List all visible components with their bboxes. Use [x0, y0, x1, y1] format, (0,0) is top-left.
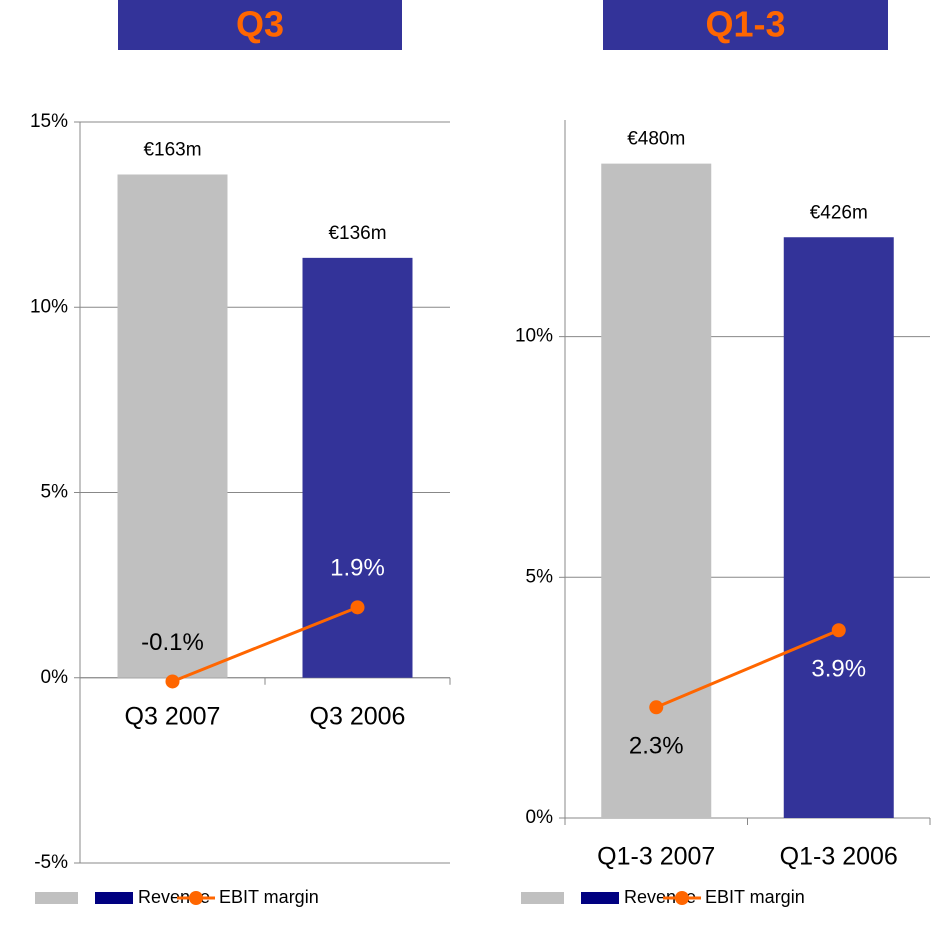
- y-tick-label: 10%: [30, 296, 68, 317]
- bar-label: €480m: [627, 129, 685, 150]
- bar: [601, 163, 712, 818]
- x-tick-label: Q3 2007: [125, 702, 221, 730]
- header: Q1-3: [705, 4, 785, 45]
- legend-swatch: [581, 892, 619, 904]
- line-label: 3.9%: [811, 656, 866, 683]
- line: [655, 628, 840, 709]
- line-point: [831, 623, 846, 638]
- bar-label: €163m: [143, 140, 201, 161]
- legend-swatch: [35, 892, 78, 904]
- line-label: -0.1%: [141, 629, 204, 656]
- bar: [302, 257, 413, 678]
- y-tick-label: -5%: [34, 852, 68, 873]
- legend-swatch: [95, 892, 133, 904]
- header-box: [603, 0, 888, 50]
- x-tick-label: Q1-3 2006: [780, 843, 898, 871]
- bar-label: €136m: [328, 223, 386, 244]
- legend-swatch: [521, 892, 564, 904]
- y-tick-label: 10%: [515, 326, 553, 347]
- legend-dot: [675, 891, 689, 905]
- y-tick-label: 5%: [41, 482, 69, 503]
- line-point: [350, 600, 365, 615]
- header-box: [118, 0, 402, 50]
- y-tick-label: 5%: [526, 566, 554, 587]
- y-tick-label: 0%: [41, 667, 69, 688]
- line-point: [165, 674, 180, 689]
- x-tick-label: Q3 2006: [310, 702, 406, 730]
- y-tick-label: 0%: [526, 807, 554, 828]
- bar-label: €426m: [810, 202, 868, 223]
- legend-label: EBIT margin: [705, 887, 805, 907]
- line: [171, 605, 359, 683]
- legend-dot: [189, 891, 203, 905]
- line-label: 2.3%: [629, 733, 684, 760]
- bar: [117, 174, 228, 678]
- y-tick-label: 15%: [30, 111, 68, 132]
- x-tick-label: Q1-3 2007: [597, 843, 715, 871]
- bar: [783, 237, 894, 818]
- header: Q3: [236, 4, 284, 45]
- legend-label: EBIT margin: [219, 887, 319, 907]
- line-label: 1.9%: [330, 555, 385, 582]
- line-point: [649, 700, 664, 715]
